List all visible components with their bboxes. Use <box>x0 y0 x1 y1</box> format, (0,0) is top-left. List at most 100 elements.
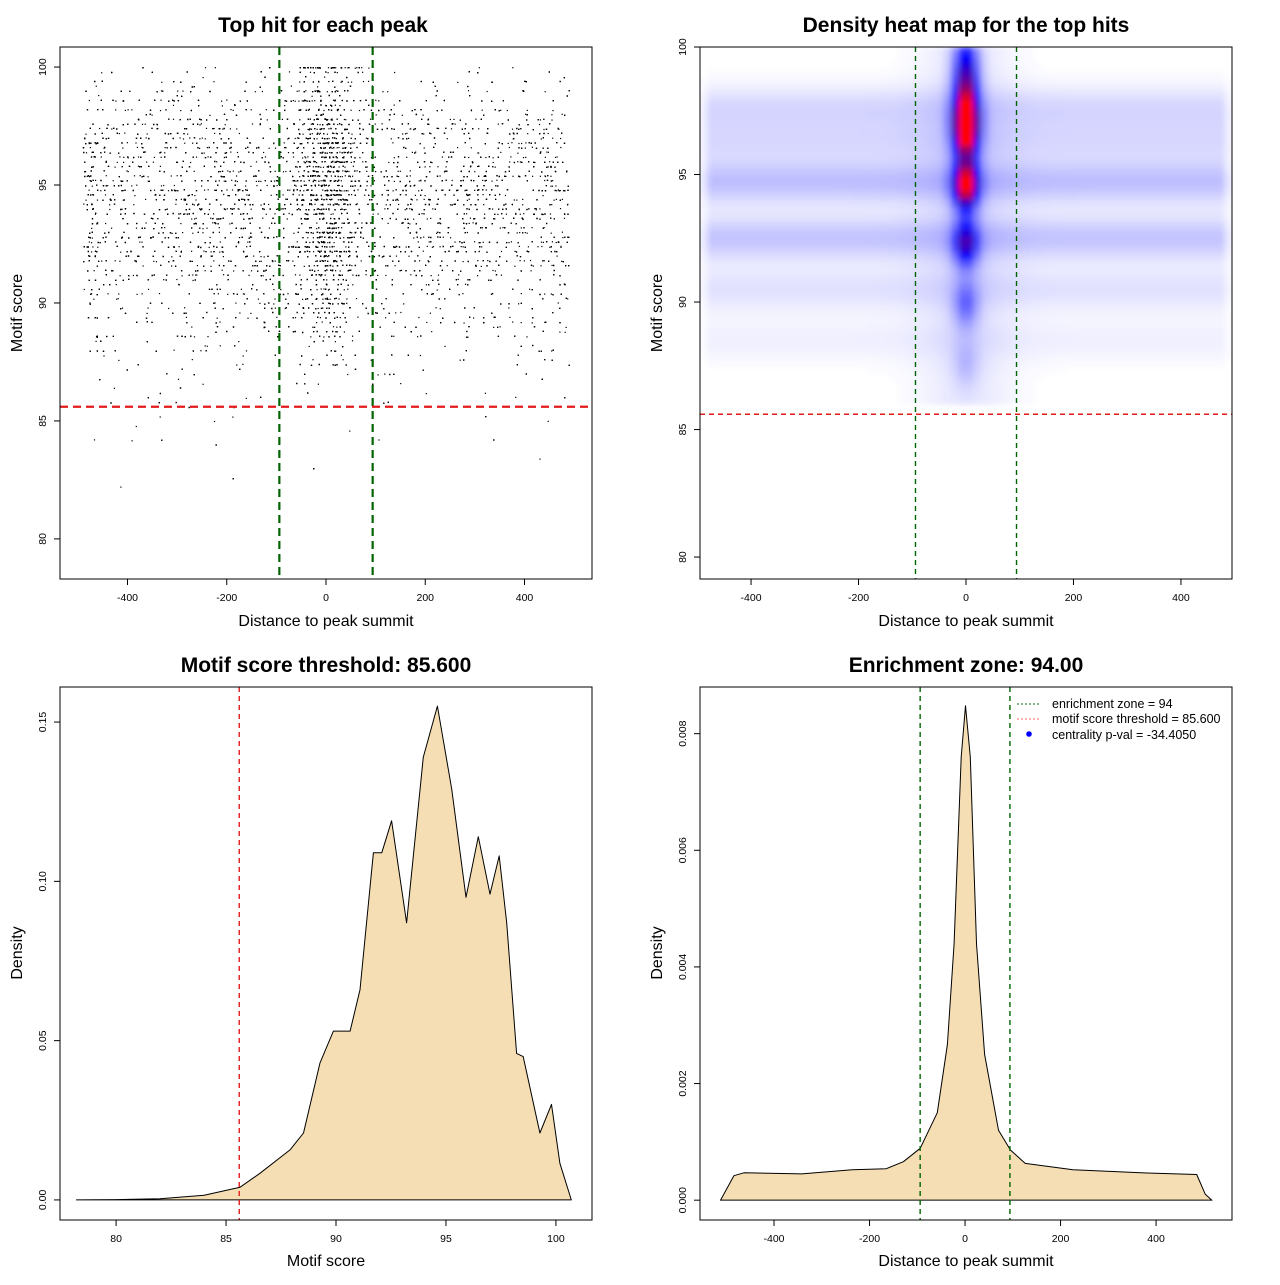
scatter-point <box>303 265 305 267</box>
scatter-point <box>398 176 400 178</box>
scatter-point <box>437 127 440 130</box>
scatter-point <box>200 350 202 352</box>
scatter-point <box>336 255 338 257</box>
scatter-point <box>546 151 548 153</box>
scatter-point <box>192 274 194 276</box>
scatter-point <box>263 256 265 258</box>
scatter-point <box>477 260 479 262</box>
scatter-point <box>340 81 342 83</box>
scatter-point <box>263 151 265 154</box>
scatter-point <box>516 199 518 201</box>
scatter-point <box>341 67 343 69</box>
scatter-point <box>556 156 558 158</box>
scatter-point <box>284 105 286 107</box>
scatter-point <box>560 146 562 149</box>
scatter-point <box>496 179 498 181</box>
scatter-point <box>550 232 552 234</box>
scatter-point <box>374 123 376 125</box>
scatter-point <box>95 85 97 87</box>
scatter-point <box>509 316 511 318</box>
scatter-point <box>195 217 197 219</box>
scatter-point <box>424 195 426 197</box>
scatter-point <box>559 331 561 333</box>
scatter-point <box>282 171 285 173</box>
scatter-point <box>370 359 372 361</box>
scatter-point <box>285 170 287 173</box>
scatter-point <box>466 194 468 197</box>
scatter-point <box>235 302 237 304</box>
scatter-point <box>201 185 203 187</box>
scatter-point <box>356 203 358 205</box>
scatter-point <box>348 170 350 173</box>
scatter-point <box>469 217 471 219</box>
scatter-point <box>409 128 411 130</box>
scatter-point <box>359 157 361 159</box>
scatter-point <box>349 430 351 432</box>
scatter-point <box>273 143 275 145</box>
scatter-point <box>466 231 468 234</box>
scatter-point <box>199 138 201 140</box>
scatter-point <box>478 67 480 69</box>
scatter-point <box>519 260 521 262</box>
scatter-point <box>372 213 374 215</box>
scatter-point <box>354 222 356 224</box>
scatter-point <box>415 151 417 153</box>
scatter-point <box>294 317 297 319</box>
scatter-point <box>335 132 337 134</box>
scatter-point <box>322 298 324 300</box>
scatter-point <box>191 326 193 328</box>
scatter-point <box>218 231 220 233</box>
scatter-point <box>439 308 441 310</box>
scatter-point <box>502 227 504 229</box>
scatter-point <box>263 208 265 211</box>
scatter-point <box>101 260 103 262</box>
scatter-point <box>362 161 364 163</box>
scatter-point <box>511 128 514 130</box>
scatter-point <box>120 251 122 253</box>
scatter-point <box>426 218 428 220</box>
scatter-point <box>358 180 361 182</box>
scatter-point <box>259 302 261 304</box>
scatter-point <box>88 143 90 145</box>
scatter-point <box>299 274 301 276</box>
scatter-point <box>333 246 335 248</box>
scatter-point <box>245 350 248 352</box>
scatter-point <box>122 190 124 192</box>
scatter-point <box>400 311 402 314</box>
scatter-point <box>296 137 299 139</box>
scatter-point <box>250 208 252 210</box>
scatter-point <box>342 241 345 243</box>
scatter-point <box>351 265 353 267</box>
scatter-point <box>305 90 307 92</box>
scatter-point <box>180 223 182 225</box>
scatter-point <box>283 142 285 144</box>
scatter-point <box>171 256 173 258</box>
scatter-point <box>464 283 467 285</box>
scatter-point <box>534 161 536 164</box>
scatter-point <box>343 118 345 121</box>
scatter-point <box>341 176 343 178</box>
scatter-point <box>439 175 441 177</box>
scatter-point <box>400 269 403 271</box>
scatter-point <box>366 170 368 172</box>
scatter-point <box>141 146 143 149</box>
scatter-point <box>126 170 128 172</box>
scatter-point <box>153 156 155 158</box>
scatter-point <box>119 275 121 277</box>
scatter-point <box>390 138 392 140</box>
scatter-point <box>274 213 276 215</box>
scatter-point <box>340 232 342 234</box>
scatter-point <box>122 199 124 201</box>
scatter-point <box>91 203 93 205</box>
scatter-point <box>329 156 331 158</box>
scatter-point <box>152 161 154 163</box>
scatter-point <box>339 105 341 107</box>
scatter-point <box>287 293 289 295</box>
scatter-point <box>530 270 532 272</box>
scatter-point <box>551 350 553 352</box>
scatter-point <box>284 307 286 309</box>
scatter-point <box>145 222 147 224</box>
scatter-point <box>542 213 544 216</box>
scatter-point <box>88 241 90 243</box>
